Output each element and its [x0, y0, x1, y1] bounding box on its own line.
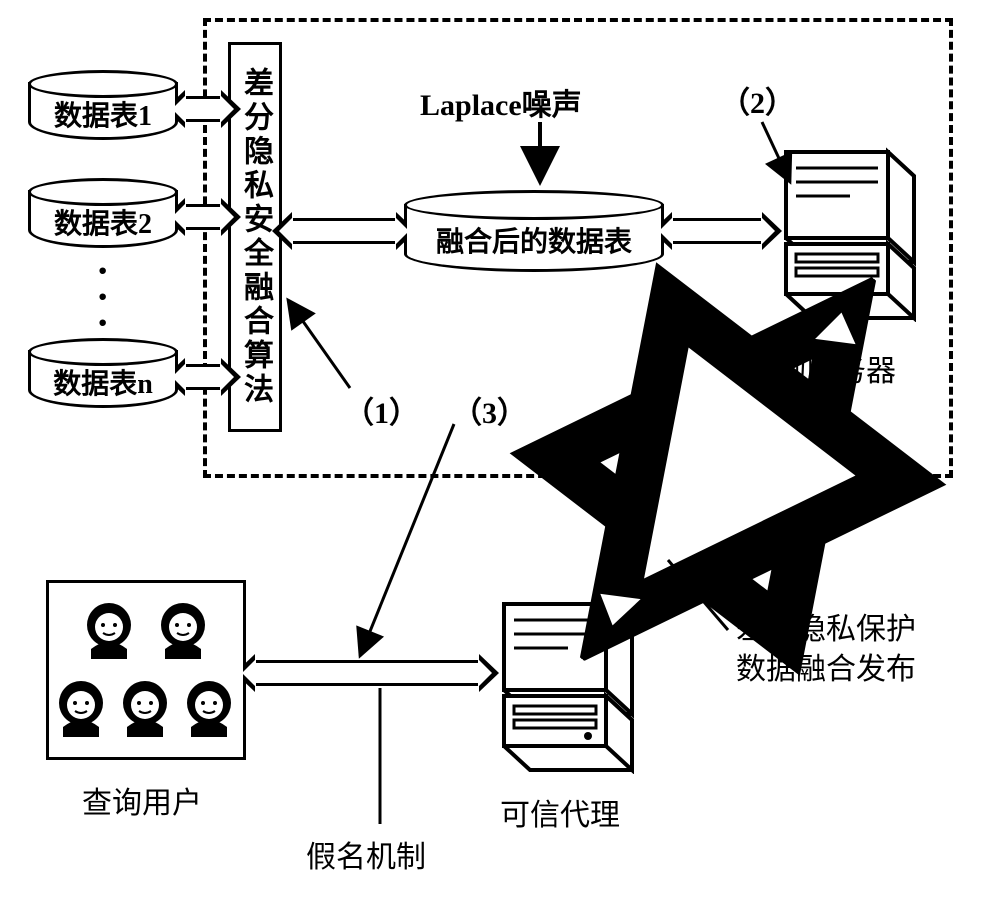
db-table-1-label: 数据表1	[54, 101, 152, 132]
db-table-2: 数据表2	[28, 178, 178, 248]
dp-release-label: 差分隐私保护数据融合发布	[736, 610, 976, 690]
annotation-1: （1）	[344, 388, 419, 432]
annotation-2: （2）	[720, 78, 795, 122]
fused-table-label: 融合后的数据表	[436, 227, 632, 258]
arrow-algo-fused	[290, 218, 398, 244]
db-table-n-label: 数据表n	[53, 369, 153, 400]
arrow-fused-server	[670, 218, 764, 244]
query-server-label: 查询服务器	[746, 346, 896, 390]
fused-table: 融合后的数据表	[404, 190, 664, 272]
pseudonym-label: 假名机制	[306, 832, 426, 876]
query-users-box	[46, 580, 246, 760]
trusted-proxy-label: 可信代理	[500, 790, 620, 834]
vertical-dots: ···	[96, 258, 109, 336]
query-user-label: 查询用户	[82, 778, 202, 822]
user-head-icon	[59, 603, 231, 737]
arrow-t1-algo	[183, 96, 223, 122]
db-table-1: 数据表1	[28, 70, 178, 140]
query-server-icon	[770, 142, 920, 322]
arrow-users-proxy	[253, 660, 481, 686]
trusted-proxy-icon	[488, 594, 638, 774]
annotation-3: （3）	[452, 388, 527, 432]
diagram-canvas: 数据表1 数据表2 数据表n ··· 差分隐私安全融合算法 融合后的数据表	[0, 0, 1000, 903]
arrow-tn-algo	[183, 364, 223, 390]
db-table-n: 数据表n	[28, 338, 178, 408]
db-table-2-label: 数据表2	[54, 209, 152, 240]
laplace-label: Laplace噪声	[420, 80, 582, 124]
arrow-t2-algo	[183, 204, 223, 230]
